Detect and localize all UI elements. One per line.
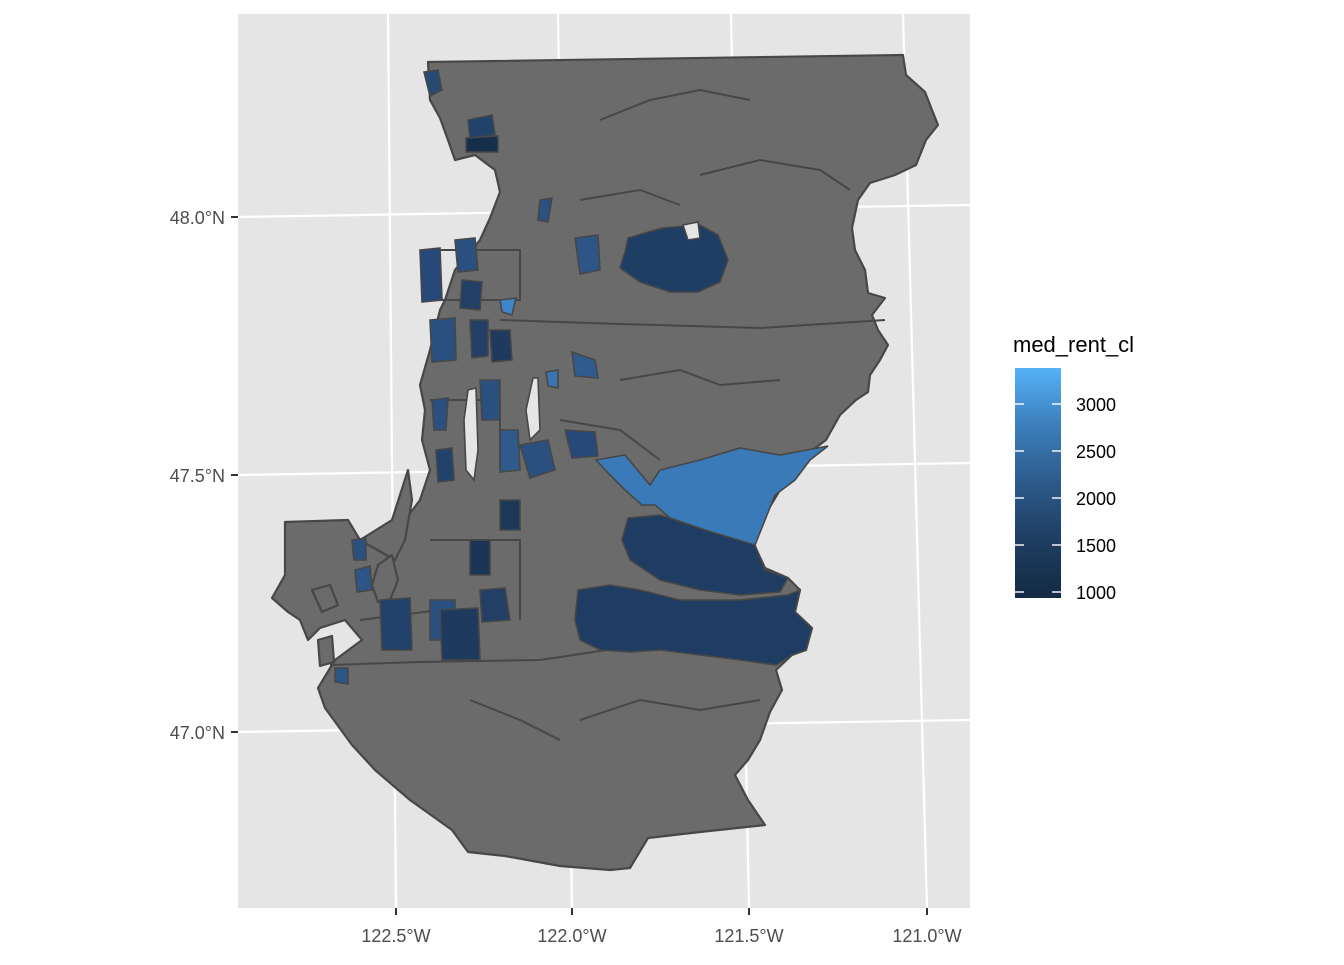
tract-bellingham-b	[465, 135, 499, 153]
river-7	[469, 699, 561, 741]
tract-bellingham-a	[467, 114, 496, 139]
boundaries	[329, 88, 886, 741]
tract-olympia	[334, 667, 349, 685]
tract-edmonds	[429, 317, 457, 363]
tract-east-1	[571, 350, 599, 379]
tract-seattle-1	[489, 329, 513, 363]
county-line-north	[499, 319, 886, 330]
islands-small	[316, 634, 336, 668]
lat-label-47-0: 47.0°N	[170, 723, 225, 743]
tract-lynnwood	[469, 319, 489, 359]
tract-issaquah	[518, 439, 556, 480]
tract-gig-harbor	[351, 537, 367, 561]
tracts-colored	[334, 69, 829, 685]
tract-east-2	[545, 369, 559, 389]
kitsap-lobe	[358, 468, 414, 562]
tract-lakewood	[379, 597, 413, 651]
tract-skagit-east	[537, 197, 553, 223]
lon-axis-labels: 122.5°W 122.0°W 121.5°W 121.0°W	[361, 926, 961, 946]
tract-kitsap-2	[435, 447, 455, 483]
tract-puget-west-1	[454, 237, 479, 273]
legend-label-1500: 1500	[1076, 536, 1116, 556]
lake-washington	[525, 377, 541, 442]
tract-whidbey	[419, 247, 443, 303]
tract-large-south-b	[574, 584, 813, 666]
tract-everett-light	[499, 297, 518, 317]
lat-label-47-5: 47.5°N	[170, 466, 225, 486]
lon-label-122-0: 122.0°W	[537, 926, 606, 946]
tract-puget-west-2	[459, 279, 483, 311]
tract-kitsap-1	[431, 397, 449, 431]
tract-kent	[499, 499, 521, 531]
tract-sammamish	[563, 429, 599, 459]
lon-label-122-5: 122.5°W	[361, 926, 430, 946]
lat-axis-labels: 48.0°N 47.5°N 47.0°N	[170, 208, 225, 743]
river-3	[579, 188, 681, 206]
lon-label-121-0: 121.0°W	[892, 926, 961, 946]
lake-small	[681, 221, 701, 241]
river-4	[619, 368, 781, 387]
tract-snoqualmie-light	[594, 445, 829, 546]
river-5	[559, 419, 661, 461]
tract-lines-3	[430, 539, 521, 620]
lon-label-121-5: 121.5°W	[714, 926, 783, 946]
legend-label-2000: 2000	[1076, 489, 1116, 509]
legend-title: med_rent_cl	[1013, 332, 1134, 357]
legend-label-1000: 1000	[1076, 583, 1116, 603]
tract-tacoma-1	[469, 539, 491, 576]
river-1	[599, 88, 751, 121]
legend-colorbar	[1015, 368, 1061, 598]
tract-large-south-a	[621, 514, 790, 596]
axis-ticks	[231, 216, 928, 915]
tract-vashon	[354, 564, 373, 593]
tract-seattle-3	[499, 429, 521, 473]
river-2	[699, 158, 851, 191]
legend-label-2500: 2500	[1076, 442, 1116, 462]
lat-label-48-0: 48.0°N	[170, 208, 225, 228]
tract-seattle-2	[479, 379, 501, 421]
tract-mount-vernon	[574, 234, 601, 275]
tract-sumner	[439, 607, 481, 661]
river-6	[579, 698, 761, 721]
tract-tacoma-3	[479, 587, 511, 623]
islands-west	[310, 583, 340, 614]
puget-sound-inlet	[463, 386, 479, 482]
legend-ticks	[1015, 403, 1061, 593]
legend-label-3000: 3000	[1076, 395, 1116, 415]
tract-north-coast	[423, 69, 443, 98]
legend: med_rent_cl 3000 2500 2000 1500 1000	[1013, 332, 1134, 603]
water	[463, 221, 701, 482]
